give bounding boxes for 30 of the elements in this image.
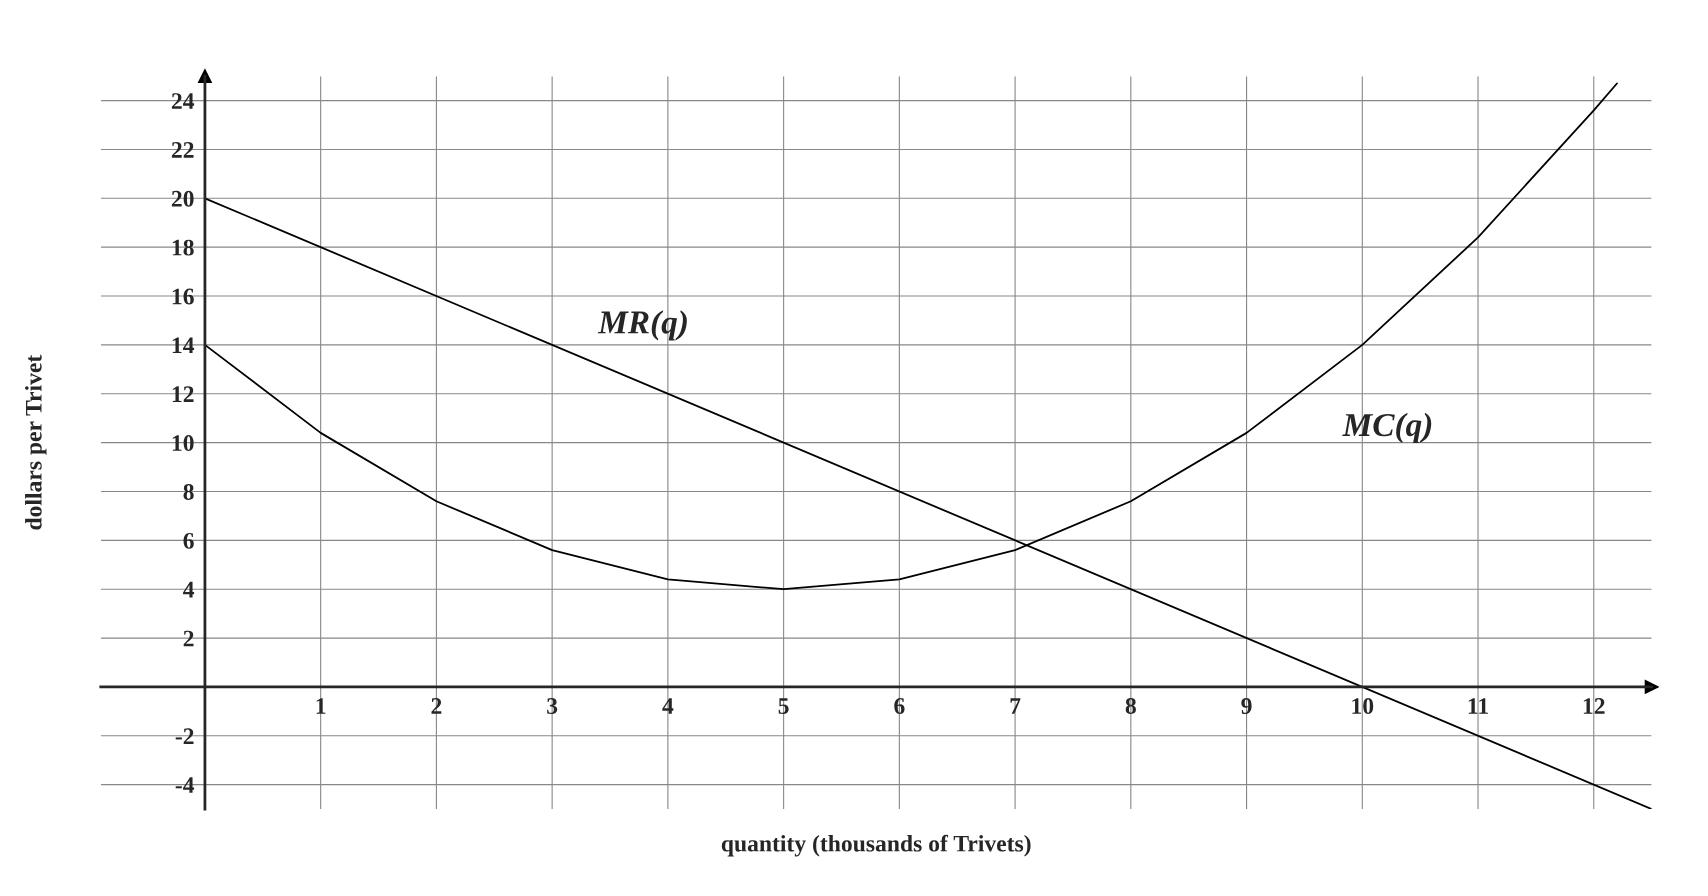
y-tick-label: 12: [172, 386, 194, 402]
y-tick-label: 24: [171, 93, 195, 109]
x-tick-label: 10: [1352, 698, 1374, 714]
series-label: MC(q): [1342, 412, 1432, 444]
y-tick-label: 8: [183, 483, 194, 500]
x-tick-label: 12: [1583, 698, 1605, 714]
x-tick-label: 1: [316, 698, 326, 714]
x-tick-label: 8: [1125, 698, 1136, 714]
y-tick-label: 2: [183, 630, 194, 647]
series-label: MR(q): [597, 310, 687, 341]
x-tick-label: 7: [1010, 698, 1021, 714]
x-axis-title: quantity (thousands of Trivets): [721, 834, 1031, 857]
y-tick-label: 4: [183, 581, 195, 598]
x-tick-label: 3: [547, 698, 558, 714]
x-tick-label: 11: [1468, 698, 1488, 714]
y-tick-label: 14: [172, 337, 195, 354]
y-tick-label: 22: [171, 142, 194, 158]
x-tick-label: 9: [1241, 698, 1252, 714]
y-tick-label: 16: [172, 288, 194, 305]
y-tick-label: 10: [172, 435, 194, 452]
x-tick-label: 6: [894, 698, 905, 714]
x-tick-label: 4: [662, 698, 674, 714]
y-axis-title: dollars per Trivet: [25, 354, 47, 530]
y-tick-label: -2: [175, 728, 194, 744]
y-tick-label: 20: [171, 190, 194, 207]
y-tick-label: 6: [183, 532, 194, 549]
y-tick-label: 18: [172, 239, 194, 256]
y-tick-label: -4: [175, 777, 195, 793]
x-tick-label: 2: [431, 698, 442, 714]
x-tick-label: 5: [778, 698, 789, 714]
